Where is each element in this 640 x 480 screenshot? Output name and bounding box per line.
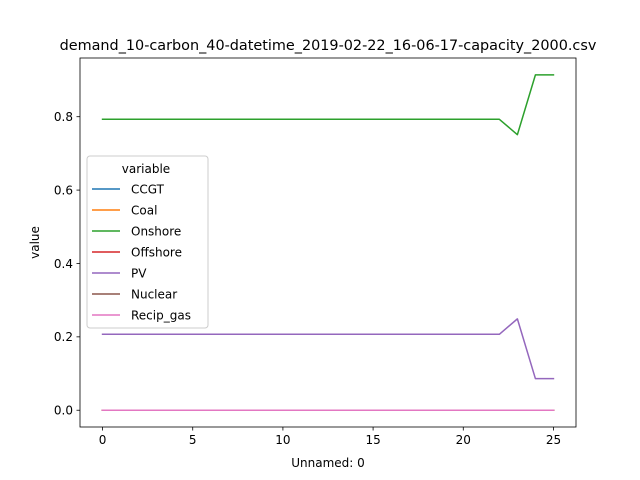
y-tick-label: 0.0	[54, 404, 73, 418]
legend-title: variable	[122, 162, 170, 176]
legend-box	[86, 155, 209, 329]
x-axis-label: Unnamed: 0	[291, 456, 365, 470]
y-tick-label: 0.6	[54, 183, 73, 197]
legend-label-coal: Coal	[131, 203, 157, 217]
x-tick-label: 20	[456, 433, 471, 447]
legend: variable CCGT Coal Onshore Offshore PV Nuclea…	[86, 155, 209, 329]
y-tick-label: 0.4	[54, 257, 73, 271]
legend-label-onshore: Onshore	[131, 224, 181, 238]
plot-lines	[101, 74, 555, 411]
x-tick-label: 0	[99, 433, 107, 447]
x-tick-label: 10	[275, 433, 290, 447]
x-axis: 0 5 10 15 20 25	[99, 427, 561, 447]
x-tick-label: 15	[365, 433, 380, 447]
x-tick-label: 25	[546, 433, 561, 447]
y-axis-label: value	[28, 226, 42, 259]
y-axis: 0.0 0.2 0.4 0.6 0.8	[54, 110, 80, 418]
legend-items: CCGT Coal Onshore Offshore PV Nuclear Recip_ga…	[92, 182, 191, 322]
chart-title: demand_10-carbon_40-datetime_2019-02-22_…	[60, 38, 597, 54]
y-tick-label: 0.8	[54, 110, 73, 124]
legend-label-offshore: Offshore	[131, 245, 182, 259]
legend-label-ccgt: CCGT	[131, 182, 165, 196]
plot-frame	[79, 57, 577, 428]
x-tick-label: 5	[189, 433, 197, 447]
legend-label-recip-gas: Recip_gas	[131, 308, 191, 322]
legend-label-pv: PV	[131, 266, 147, 280]
series-line-pv	[101, 318, 555, 380]
series-line-onshore	[101, 74, 555, 136]
legend-label-nuclear: Nuclear	[131, 287, 177, 301]
y-tick-label: 0.2	[54, 330, 73, 344]
